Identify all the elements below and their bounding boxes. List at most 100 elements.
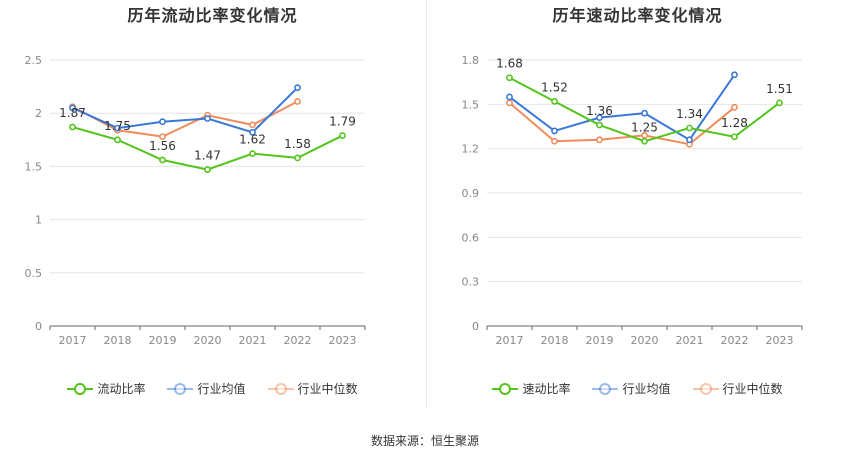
data-source: 数据来源：恒生聚源 <box>370 434 479 448</box>
y-tick-label: 2 <box>35 107 42 120</box>
legend-item[interactable]: 行业中位数 <box>267 380 358 397</box>
data-label: 1.47 <box>194 149 221 163</box>
legend-label: 行业均值 <box>197 382 246 396</box>
data-point <box>159 118 166 126</box>
legend-item[interactable]: 速动比率 <box>492 380 570 397</box>
quick-ratio-plot: 0 0.3 0.6 0.9 1.2 1.5 1.8 2017 2018 2019 2020 2021 2… <box>462 54 803 347</box>
x-tick-label: 2023 <box>766 334 794 347</box>
legend-item[interactable]: 流动比率 <box>67 380 145 397</box>
panel-divider <box>426 0 427 408</box>
data-point <box>506 74 513 82</box>
data-label: 1.79 <box>329 115 356 129</box>
legend-label: 行业均值 <box>622 382 671 396</box>
data-point <box>596 114 603 122</box>
data-label: 1.36 <box>586 104 613 118</box>
data-point <box>339 132 346 139</box>
legend-label: 行业中位数 <box>722 382 783 396</box>
data-point <box>294 154 301 162</box>
data-point <box>114 124 121 132</box>
y-tick-label: 1.5 <box>25 160 43 173</box>
x-tick-label: 2019 <box>586 334 614 347</box>
current-ratio-chart: 历年流动比率变化情况 0 0.5 1 1.5 2 2.5 2017 2018 2019 2020 2… <box>0 0 425 420</box>
data-point <box>204 166 211 173</box>
legend-label: 行业中位数 <box>297 382 358 396</box>
y-tick-label: 0 <box>472 320 479 333</box>
x-tick-label: 2017 <box>59 334 87 347</box>
data-point <box>204 115 211 122</box>
data-label: 1.87 <box>59 106 86 120</box>
legend-swatch-icon <box>592 382 619 396</box>
data-point <box>596 121 603 129</box>
legend-swatch-icon <box>67 382 94 396</box>
data-point <box>294 98 301 105</box>
data-point <box>641 109 648 117</box>
legend-label: 流动比率 <box>97 382 146 396</box>
y-tick-label: 0.3 <box>462 276 480 289</box>
data-point <box>731 71 738 79</box>
y-tick-label: 0.6 <box>462 231 480 244</box>
data-point <box>69 104 76 112</box>
data-point <box>294 84 301 92</box>
data-point <box>551 97 558 105</box>
data-label: 1.28 <box>721 116 748 130</box>
data-label: 1.56 <box>149 139 176 153</box>
data-point <box>69 123 76 131</box>
quick-ratio-chart: 历年速动比率变化情况 0 0.3 0.6 0.9 1.2 1.5 1.8 2017 2018 20… <box>425 0 850 420</box>
x-tick-label: 2020 <box>194 334 222 347</box>
y-tick-label: 1 <box>35 214 42 227</box>
data-point <box>249 150 256 158</box>
chart-legend: 流动比率 行业均值 行业中位数 <box>0 380 425 397</box>
data-label: 1.62 <box>239 133 266 147</box>
data-label: 1.75 <box>104 119 131 133</box>
current-ratio-plot: 0 0.5 1 1.5 2 2.5 2017 2018 2019 2020 2021 2022 2023… <box>25 54 366 347</box>
x-tick-label: 2018 <box>541 334 569 347</box>
x-tick-label: 2019 <box>149 334 177 347</box>
series-line <box>72 86 299 134</box>
chart-legend: 速动比率 行业均值 行业中位数 <box>425 380 850 397</box>
data-label: 1.25 <box>631 120 658 134</box>
data-point <box>551 127 558 135</box>
data-label: 1.51 <box>766 82 793 96</box>
data-point <box>596 136 603 144</box>
chart-title: 历年速动比率变化情况 <box>552 6 723 25</box>
data-point <box>249 121 256 129</box>
data-label: 1.52 <box>541 80 568 94</box>
chart-title: 历年流动比率变化情况 <box>127 6 298 25</box>
data-point <box>159 156 166 164</box>
x-tick-label: 2022 <box>284 334 312 347</box>
data-point <box>686 124 693 132</box>
y-tick-label: 1.8 <box>462 54 480 67</box>
x-tick-label: 2021 <box>239 334 267 347</box>
data-point <box>249 128 256 136</box>
y-tick-label: 0.9 <box>462 187 480 200</box>
data-point <box>506 99 513 107</box>
data-point <box>551 137 558 145</box>
x-tick-label: 2023 <box>329 334 357 347</box>
legend-label: 速动比率 <box>522 382 571 396</box>
x-tick-label: 2020 <box>631 334 659 347</box>
data-point <box>731 133 738 141</box>
legend-swatch-icon <box>167 382 194 396</box>
data-point <box>686 136 693 144</box>
series-line <box>508 102 736 146</box>
legend-item[interactable]: 行业均值 <box>592 380 671 397</box>
y-tick-label: 2.5 <box>25 54 43 67</box>
data-label: 1.34 <box>676 107 703 121</box>
legend-swatch-icon <box>267 382 294 396</box>
y-tick-label: 1.5 <box>462 98 480 111</box>
data-point <box>776 99 783 107</box>
legend-item[interactable]: 行业均值 <box>167 380 246 397</box>
x-tick-label: 2017 <box>496 334 524 347</box>
x-tick-label: 2021 <box>676 334 704 347</box>
data-point <box>731 103 738 111</box>
x-tick-label: 2018 <box>104 334 132 347</box>
series-line <box>72 100 298 138</box>
y-tick-label: 0 <box>35 320 42 333</box>
data-label: 1.58 <box>284 137 311 151</box>
y-tick-label: 1.2 <box>462 143 480 156</box>
legend-item[interactable]: 行业中位数 <box>692 380 783 397</box>
data-point <box>159 133 166 141</box>
x-tick-label: 2022 <box>721 334 749 347</box>
data-point <box>506 93 513 101</box>
data-point <box>641 137 648 145</box>
